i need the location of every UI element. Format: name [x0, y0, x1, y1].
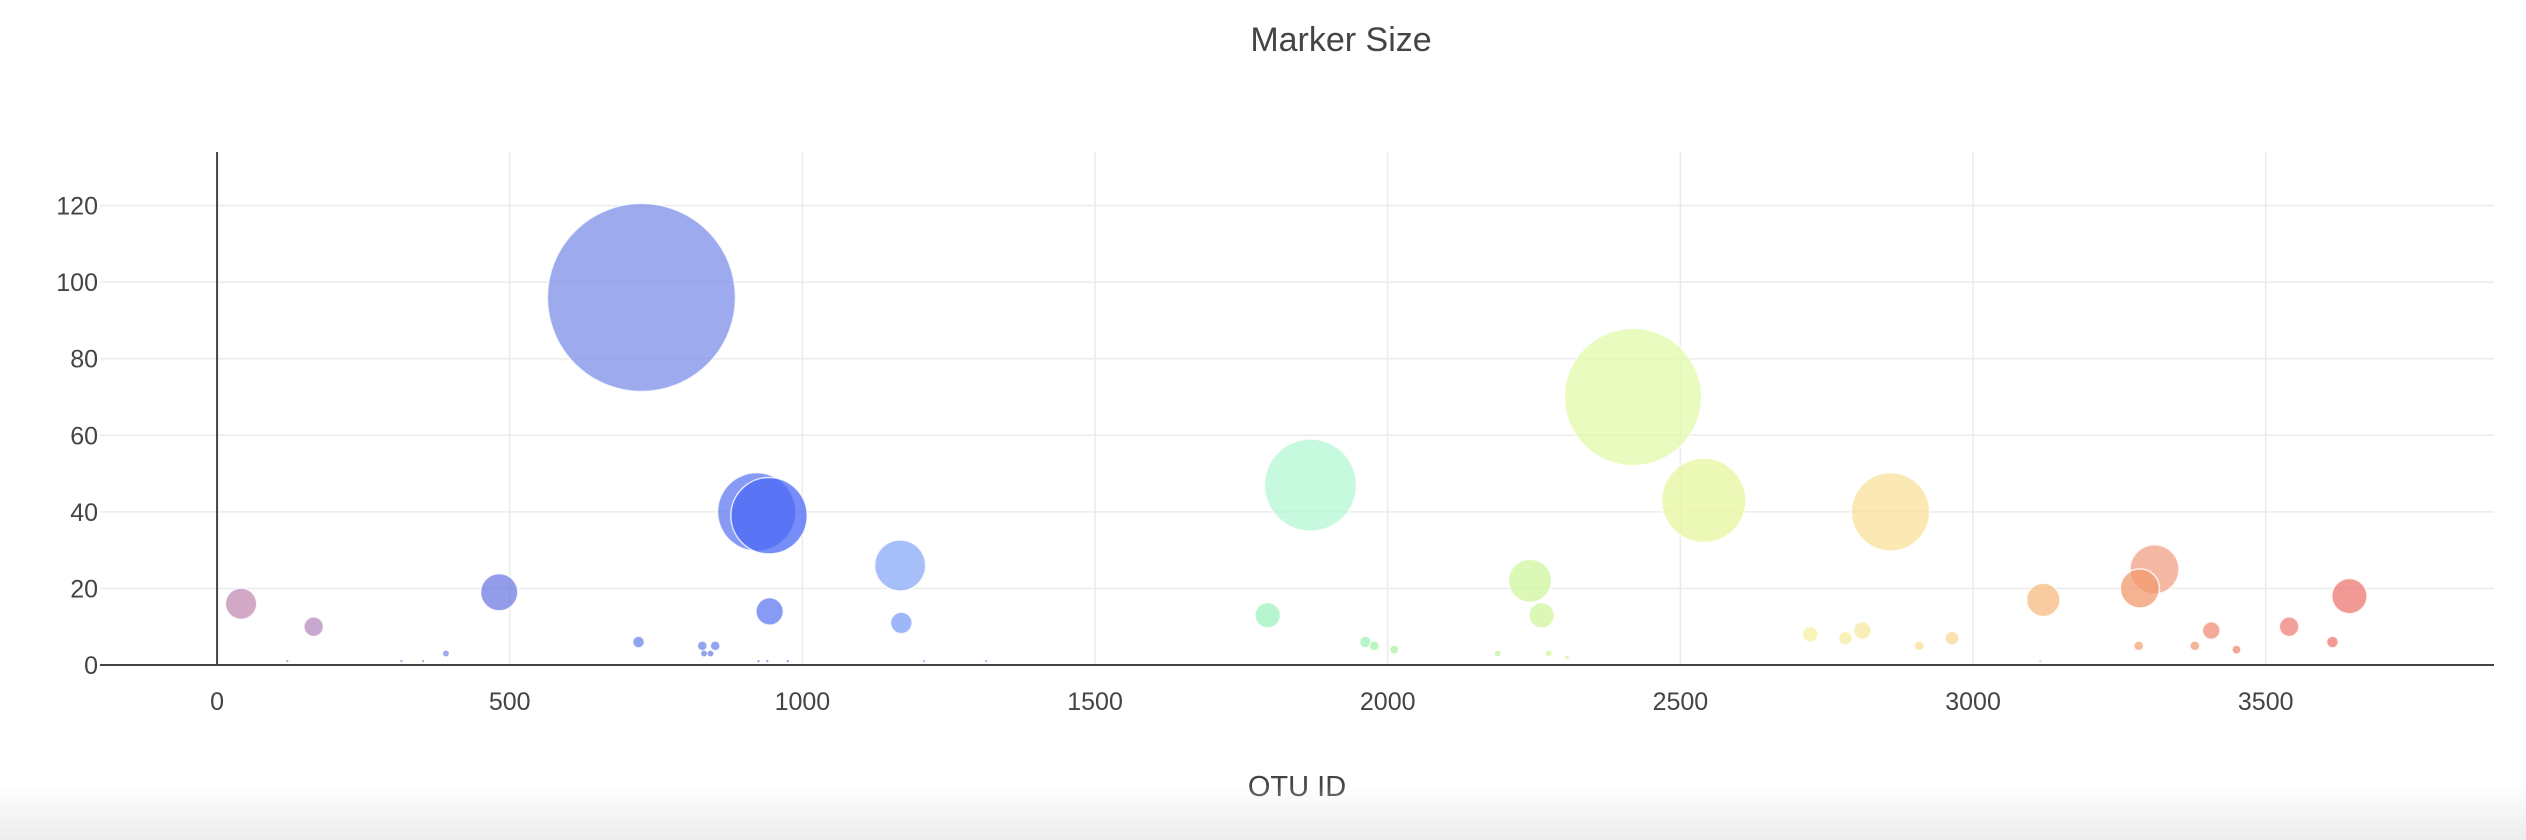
data-point[interactable]: [2325, 635, 2340, 649]
data-point[interactable]: [2039, 659, 2042, 663]
data-point[interactable]: [2232, 645, 2241, 654]
data-point[interactable]: [707, 650, 714, 657]
data-point[interactable]: [631, 635, 646, 649]
data-point[interactable]: [1368, 640, 1380, 652]
data-point[interactable]: [1660, 457, 1747, 544]
data-point[interactable]: [730, 476, 809, 555]
data-point[interactable]: [400, 659, 403, 663]
data-point[interactable]: [1837, 630, 1854, 646]
data-point[interactable]: [286, 659, 289, 663]
x-tick-label: 3000: [1945, 688, 2001, 716]
y-tick-label: 60: [70, 422, 98, 450]
data-points: [224, 202, 2368, 663]
data-point[interactable]: [2025, 582, 2061, 618]
x-tick-label: 2500: [1653, 688, 1709, 716]
data-point[interactable]: [2278, 616, 2300, 638]
data-point[interactable]: [479, 572, 519, 612]
data-point[interactable]: [2119, 568, 2161, 609]
data-point[interactable]: [1494, 650, 1501, 657]
data-point[interactable]: [2189, 640, 2201, 652]
data-point[interactable]: [224, 587, 258, 621]
y-tick-label: 80: [70, 346, 98, 374]
x-tick-label: 2000: [1360, 688, 1416, 716]
data-point[interactable]: [922, 659, 926, 663]
x-tick-label: 1000: [775, 688, 831, 716]
data-point[interactable]: [1528, 601, 1556, 629]
axes: [100, 152, 2494, 666]
data-point[interactable]: [1507, 558, 1553, 604]
data-point[interactable]: [1944, 630, 1960, 646]
bottom-shade: [0, 784, 2526, 840]
data-point[interactable]: [1563, 327, 1703, 467]
x-tick-label: 500: [489, 688, 531, 716]
x-tick-label: 0: [210, 688, 224, 716]
data-point[interactable]: [1263, 438, 1358, 532]
data-point[interactable]: [1545, 650, 1552, 657]
data-point[interactable]: [757, 659, 760, 663]
data-point[interactable]: [2133, 640, 2145, 652]
data-point[interactable]: [701, 650, 708, 657]
data-point[interactable]: [546, 202, 737, 393]
data-point[interactable]: [303, 616, 325, 638]
y-tick-label: 0: [84, 652, 98, 680]
data-point[interactable]: [442, 650, 449, 657]
data-point[interactable]: [421, 659, 425, 663]
data-point[interactable]: [1254, 601, 1282, 629]
data-point[interactable]: [766, 659, 769, 663]
data-point[interactable]: [873, 539, 927, 592]
y-tick-label: 120: [56, 193, 98, 221]
data-point[interactable]: [1564, 655, 1569, 660]
data-point[interactable]: [755, 596, 785, 626]
data-point[interactable]: [2331, 577, 2368, 615]
data-point[interactable]: [709, 640, 721, 652]
y-tick-label: 40: [70, 499, 98, 527]
data-point[interactable]: [1913, 640, 1925, 652]
data-point[interactable]: [696, 640, 708, 652]
x-tick-label: 1500: [1067, 688, 1123, 716]
data-point[interactable]: [786, 659, 789, 663]
data-point[interactable]: [2201, 620, 2221, 641]
data-point[interactable]: [984, 659, 988, 663]
data-point[interactable]: [1850, 471, 1931, 552]
data-point[interactable]: [889, 611, 913, 635]
data-point[interactable]: [1801, 625, 1819, 643]
data-point[interactable]: [1390, 645, 1399, 654]
y-tick-label: 100: [56, 269, 98, 297]
y-tick-label: 20: [70, 575, 98, 603]
x-tick-label: 3500: [2238, 688, 2294, 716]
chart-title: Marker Size: [1250, 21, 1431, 59]
data-point[interactable]: [1852, 620, 1872, 641]
tick-labels: 0 500 1000 1500 2000 2500 3000 3500 0 20 40 60 80 100…: [56, 193, 2293, 716]
